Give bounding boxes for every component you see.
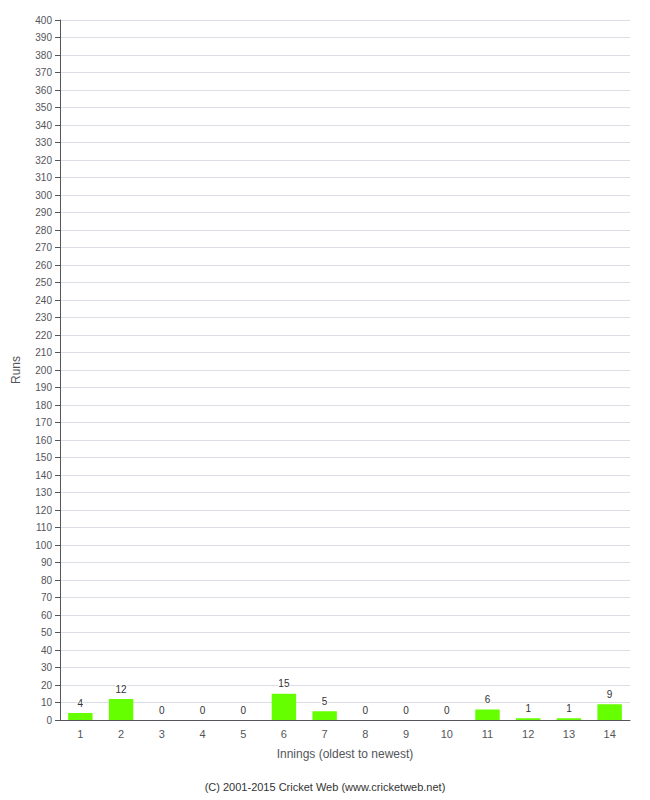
svg-text:0: 0 <box>444 705 450 716</box>
svg-text:5: 5 <box>322 696 328 707</box>
svg-text:360: 360 <box>35 85 52 96</box>
svg-text:330: 330 <box>35 137 52 148</box>
svg-text:2: 2 <box>118 728 124 740</box>
svg-text:10: 10 <box>41 697 53 708</box>
svg-text:90: 90 <box>41 557 53 568</box>
svg-text:40: 40 <box>41 645 53 656</box>
svg-text:130: 130 <box>35 487 52 498</box>
svg-text:320: 320 <box>35 155 52 166</box>
svg-text:180: 180 <box>35 400 52 411</box>
svg-text:120: 120 <box>35 505 52 516</box>
svg-text:11: 11 <box>482 728 493 740</box>
svg-text:80: 80 <box>41 575 53 586</box>
svg-text:0: 0 <box>240 705 246 716</box>
svg-text:240: 240 <box>35 295 52 306</box>
svg-text:340: 340 <box>35 120 52 131</box>
svg-text:12: 12 <box>522 728 534 740</box>
svg-text:390: 390 <box>35 32 52 43</box>
svg-text:6: 6 <box>281 728 287 740</box>
svg-text:4: 4 <box>199 728 205 740</box>
svg-text:290: 290 <box>35 207 52 218</box>
svg-text:270: 270 <box>35 242 52 253</box>
svg-text:3: 3 <box>159 728 165 740</box>
svg-text:140: 140 <box>35 470 52 481</box>
svg-text:20: 20 <box>41 680 53 691</box>
svg-text:50: 50 <box>41 627 53 638</box>
svg-text:Innings (oldest to newest): Innings (oldest to newest) <box>277 747 414 761</box>
svg-text:200: 200 <box>35 365 52 376</box>
svg-text:30: 30 <box>41 662 53 673</box>
svg-text:230: 230 <box>35 312 52 323</box>
svg-text:300: 300 <box>35 190 52 201</box>
svg-text:210: 210 <box>35 347 52 358</box>
svg-text:220: 220 <box>35 330 52 341</box>
svg-text:260: 260 <box>35 260 52 271</box>
svg-text:6: 6 <box>485 694 491 705</box>
svg-text:350: 350 <box>35 102 52 113</box>
svg-text:0: 0 <box>363 705 369 716</box>
svg-text:7: 7 <box>322 728 328 740</box>
svg-text:190: 190 <box>35 382 52 393</box>
svg-text:8: 8 <box>362 728 368 740</box>
svg-text:12: 12 <box>116 684 128 695</box>
svg-text:10: 10 <box>441 728 453 740</box>
svg-text:60: 60 <box>41 610 53 621</box>
svg-text:5: 5 <box>240 728 246 740</box>
svg-text:310: 310 <box>35 172 52 183</box>
svg-text:380: 380 <box>35 50 52 61</box>
svg-text:280: 280 <box>35 225 52 236</box>
svg-text:150: 150 <box>35 452 52 463</box>
svg-text:0: 0 <box>159 705 165 716</box>
svg-text:170: 170 <box>35 417 52 428</box>
svg-text:9: 9 <box>607 689 613 700</box>
svg-text:370: 370 <box>35 67 52 78</box>
svg-text:15: 15 <box>278 678 290 689</box>
svg-text:160: 160 <box>35 435 52 446</box>
svg-text:14: 14 <box>604 728 616 740</box>
svg-text:4: 4 <box>78 698 84 709</box>
svg-text:100: 100 <box>35 540 52 551</box>
svg-text:0: 0 <box>46 715 52 726</box>
svg-text:13: 13 <box>563 728 575 740</box>
svg-text:Runs: Runs <box>9 356 23 384</box>
svg-text:0: 0 <box>403 705 409 716</box>
svg-text:9: 9 <box>403 728 409 740</box>
svg-text:0: 0 <box>200 705 206 716</box>
svg-text:(C) 2001-2015 Cricket Web (www: (C) 2001-2015 Cricket Web (www.cricketwe… <box>205 781 446 793</box>
svg-text:1: 1 <box>77 728 83 740</box>
svg-text:400: 400 <box>35 15 52 26</box>
svg-text:110: 110 <box>36 522 52 533</box>
svg-text:1: 1 <box>525 703 531 714</box>
svg-text:1: 1 <box>566 703 572 714</box>
svg-text:250: 250 <box>35 277 52 288</box>
svg-text:70: 70 <box>41 592 53 603</box>
